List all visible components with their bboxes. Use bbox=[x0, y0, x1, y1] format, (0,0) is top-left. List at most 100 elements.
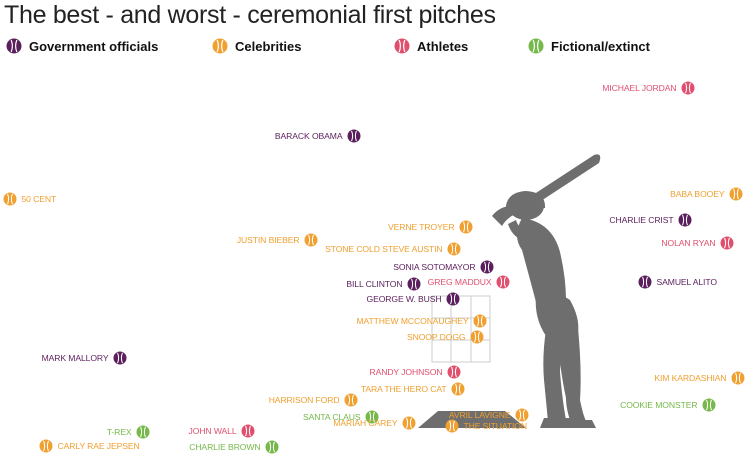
baseball-marker bbox=[720, 236, 734, 250]
pitch-point-label: 50 CENT bbox=[22, 194, 57, 204]
baseball-marker bbox=[451, 382, 465, 396]
legend-item-athletes: Athletes bbox=[394, 38, 468, 54]
pitch-point-label: SNOOP DOGG bbox=[407, 332, 466, 342]
baseball-marker bbox=[496, 275, 510, 289]
pitch-point: SNOOP DOGG bbox=[407, 330, 484, 344]
pitch-point: SANTA CLAUS bbox=[303, 410, 379, 424]
pitch-point: BARACK OBAMA bbox=[275, 129, 361, 143]
pitch-point: COOKIE MONSTER bbox=[620, 398, 716, 412]
legend-label: Celebrities bbox=[235, 38, 302, 54]
baseball-marker bbox=[365, 410, 379, 424]
baseball-marker bbox=[113, 351, 127, 365]
baseball-marker bbox=[470, 330, 484, 344]
baseball-marker bbox=[473, 314, 487, 328]
pitch-point-label: GEORGE W. BUSH bbox=[367, 294, 442, 304]
pitch-point-label: AVRIL LAVIGNE bbox=[449, 410, 511, 420]
legend-label: Fictional/extinct bbox=[551, 38, 650, 54]
pitch-point-label: BABA BOOEY bbox=[670, 189, 725, 199]
baseball-icon bbox=[394, 38, 410, 54]
pitch-point: GREG MADDUX bbox=[428, 275, 510, 289]
chart-title: The best - and worst - ceremonial first … bbox=[4, 1, 496, 29]
pitch-point: HARRISON FORD bbox=[269, 393, 358, 407]
pitch-point-label: SANTA CLAUS bbox=[303, 412, 361, 422]
pitch-point-label: BARACK OBAMA bbox=[275, 131, 343, 141]
pitch-point-label: JOHN WALL bbox=[189, 426, 237, 436]
pitch-point: TARA THE HERO CAT bbox=[361, 382, 465, 396]
pitch-point-label: KIM KARDASHIAN bbox=[654, 373, 726, 383]
pitch-point: JUSTIN BIEBER bbox=[237, 233, 318, 247]
pitch-point-label: NOLAN RYAN bbox=[661, 238, 715, 248]
pitch-point: JOHN WALL bbox=[189, 424, 255, 438]
pitch-point: CHARLIE CRIST bbox=[609, 213, 692, 227]
pitch-point-label: BILL CLINTON bbox=[346, 279, 402, 289]
baseball-marker bbox=[638, 275, 652, 289]
pitch-point: BILL CLINTON bbox=[346, 277, 421, 291]
baseball-marker bbox=[136, 425, 150, 439]
pitch-point: GEORGE W. BUSH bbox=[367, 292, 460, 306]
baseball-marker bbox=[39, 439, 53, 453]
baseball-marker bbox=[407, 277, 421, 291]
pitch-point: MARK MALLORY bbox=[42, 351, 127, 365]
baseball-marker bbox=[347, 129, 361, 143]
baseball-icon bbox=[6, 38, 22, 54]
baseball-marker bbox=[515, 408, 529, 422]
baseball-icon bbox=[528, 38, 544, 54]
baseball-marker bbox=[445, 419, 459, 433]
baseball-marker bbox=[402, 416, 416, 430]
strike-zone bbox=[431, 295, 491, 363]
baseball-marker bbox=[447, 242, 461, 256]
batter-silhouette bbox=[492, 154, 601, 428]
pitch-point: CARLY RAE JEPSEN bbox=[39, 439, 140, 453]
pitch-point: T-REX bbox=[107, 425, 150, 439]
pitch-point: BABA BOOEY bbox=[670, 187, 743, 201]
baseball-marker bbox=[729, 187, 743, 201]
pitch-point: 50 CENT bbox=[3, 192, 57, 206]
baseball-marker bbox=[480, 260, 494, 274]
pitch-point-label: MARIAH CAREY bbox=[333, 418, 398, 428]
pitch-point-label: JUSTIN BIEBER bbox=[237, 235, 300, 245]
pitch-point: CHARLIE BROWN bbox=[189, 440, 279, 454]
pitch-point: MATTHEW MCCONAUGHEY bbox=[356, 314, 487, 328]
pitch-point-label: TARA THE HERO CAT bbox=[361, 384, 448, 394]
baseball-marker bbox=[678, 213, 692, 227]
pitch-point-label: CHARLIE CRIST bbox=[609, 215, 674, 225]
baseball-marker bbox=[241, 424, 255, 438]
baseball-icon bbox=[528, 38, 544, 54]
pitch-point-label: STONE COLD STEVE AUSTIN bbox=[325, 244, 442, 254]
pitch-point: MICHAEL JORDAN bbox=[602, 81, 695, 95]
pitch-point: RANDY JOHNSON bbox=[369, 365, 461, 379]
pitch-point-label: RANDY JOHNSON bbox=[369, 367, 442, 377]
baseball-icon bbox=[394, 38, 410, 54]
pitch-point-label: THE SITUATION bbox=[464, 421, 527, 431]
pitch-point: AVRIL LAVIGNE bbox=[449, 408, 529, 422]
legend-item-fictional-extinct: Fictional/extinct bbox=[528, 38, 650, 54]
pitch-point-label: COOKIE MONSTER bbox=[620, 400, 697, 410]
pitch-point: KIM KARDASHIAN bbox=[654, 371, 745, 385]
baseball-marker bbox=[304, 233, 318, 247]
legend-label: Government officials bbox=[29, 38, 159, 54]
baseball-marker bbox=[459, 220, 473, 234]
pitch-point-label: GREG MADDUX bbox=[428, 277, 492, 287]
pitch-point-label: MATTHEW MCCONAUGHEY bbox=[356, 316, 468, 326]
pitch-point: SONIA SOTOMAYOR bbox=[393, 260, 494, 274]
baseball-marker bbox=[681, 81, 695, 95]
legend-item-government-officials: Government officials bbox=[6, 38, 158, 54]
baseball-marker bbox=[702, 398, 716, 412]
legend: Government officials Celebrities Athlete… bbox=[6, 38, 746, 58]
pitch-point-label: CARLY RAE JEPSEN bbox=[58, 441, 140, 451]
pitch-point-label: SAMUEL ALITO bbox=[657, 277, 718, 287]
home-plate bbox=[418, 411, 526, 428]
pitch-point-label: MICHAEL JORDAN bbox=[602, 83, 676, 93]
pitch-point: STONE COLD STEVE AUSTIN bbox=[325, 242, 461, 256]
baseball-marker bbox=[265, 440, 279, 454]
pitch-point: NOLAN RYAN bbox=[661, 236, 734, 250]
points-layer: MICHAEL JORDAN BARACK OBAMA 50 CENT BABA BO… bbox=[3, 81, 745, 454]
baseball-marker bbox=[3, 192, 17, 206]
pitch-point: SAMUEL ALITO bbox=[638, 275, 718, 289]
pitch-point-label: VERNE TROYER bbox=[388, 222, 454, 232]
pitch-point-label: HARRISON FORD bbox=[269, 395, 340, 405]
legend-label: Athletes bbox=[417, 38, 469, 54]
baseball-marker bbox=[446, 292, 460, 306]
pitch-point: VERNE TROYER bbox=[388, 220, 473, 234]
